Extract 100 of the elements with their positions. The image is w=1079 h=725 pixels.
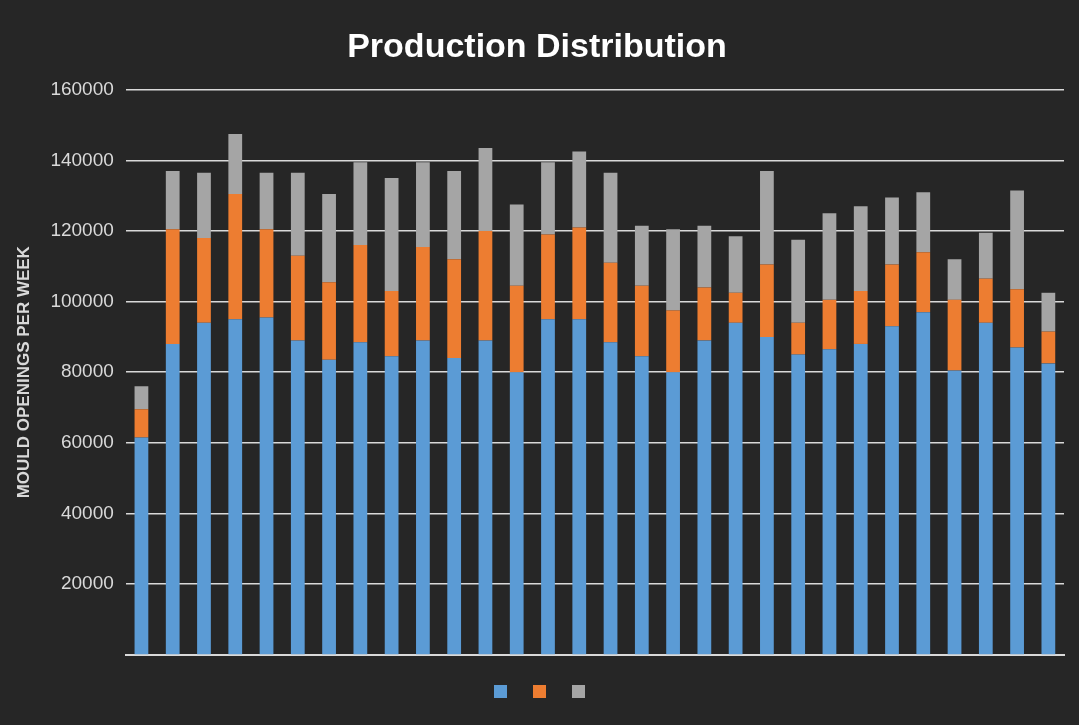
bar: [822, 349, 837, 655]
bar: [603, 262, 618, 343]
bar: [634, 285, 649, 357]
bar: [290, 172, 305, 256]
bar: [509, 372, 524, 655]
bar: [697, 287, 712, 341]
bar: [322, 193, 336, 283]
bar: [384, 178, 399, 292]
y-tick-label: 160000: [50, 78, 114, 100]
bar: [290, 255, 305, 341]
bar: [822, 299, 837, 350]
bar: [572, 319, 587, 655]
bar: [697, 225, 712, 288]
bar: [885, 264, 899, 327]
bar: [916, 312, 931, 655]
bar: [1041, 363, 1056, 655]
bar: [416, 340, 430, 655]
bar: [228, 319, 243, 655]
y-tick-label: 80000: [60, 360, 114, 382]
y-tick-label: 40000: [60, 501, 114, 523]
bar: [1041, 292, 1056, 332]
bar: [728, 292, 743, 323]
bar: [509, 204, 524, 286]
bar: [541, 319, 555, 655]
y-tick-label: 120000: [50, 219, 114, 241]
bar: [384, 291, 399, 357]
bar: [853, 206, 868, 292]
bar: [322, 282, 336, 360]
bar: [259, 172, 274, 230]
bar: [165, 229, 180, 344]
bar: [760, 170, 774, 265]
bar: [1010, 347, 1024, 655]
bar: [447, 358, 462, 655]
bar: [728, 236, 743, 293]
bar: [697, 340, 712, 655]
bar: [165, 343, 180, 655]
y-axis-title: MOULD OPENINGS PER WEEK: [13, 245, 33, 499]
bar: [603, 342, 618, 655]
bar: [416, 246, 430, 341]
bar: [978, 232, 993, 279]
y-tick-label: 140000: [50, 148, 114, 170]
bar: [916, 252, 931, 313]
bar: [541, 234, 555, 320]
bar: [322, 359, 336, 655]
bar: [290, 340, 305, 655]
bar: [259, 317, 274, 655]
bar: [478, 340, 493, 655]
bar: [228, 133, 243, 194]
y-tick-label: 20000: [60, 572, 114, 594]
bar: [947, 370, 962, 655]
bar: [853, 291, 868, 344]
bar: [885, 197, 899, 265]
bar: [509, 285, 524, 373]
bar: [447, 170, 462, 260]
bar: [1010, 190, 1024, 290]
bar: [760, 336, 774, 655]
bar: [760, 264, 774, 337]
bar: [978, 278, 993, 323]
bar: [791, 322, 806, 355]
bar: [634, 356, 649, 655]
bar: [478, 231, 493, 341]
bar: [728, 322, 743, 655]
bar: [885, 326, 899, 655]
bar: [603, 172, 618, 263]
bar: [666, 372, 680, 655]
bar: [947, 299, 962, 371]
bar: [228, 193, 243, 320]
bar: [634, 225, 649, 286]
bar: [1010, 289, 1024, 348]
bar: [822, 213, 837, 300]
bar: [572, 227, 587, 320]
bar: [197, 238, 211, 323]
bar: [134, 386, 149, 410]
bar: [134, 437, 149, 655]
bar: [666, 310, 680, 373]
chart-title: Production Distribution: [347, 25, 727, 64]
bar: [134, 409, 149, 438]
bar: [572, 151, 587, 228]
bar: [259, 229, 274, 318]
bar: [353, 162, 368, 246]
bar: [384, 356, 399, 655]
bar: [447, 259, 462, 359]
bar: [197, 172, 211, 239]
bar: [353, 342, 368, 655]
bar: [978, 322, 993, 655]
bar: [478, 148, 493, 231]
bar: [416, 162, 430, 247]
bar: [197, 322, 211, 655]
bar: [165, 170, 180, 230]
y-tick-label: 60000: [60, 431, 114, 453]
bar: [791, 239, 806, 323]
bar: [353, 245, 368, 343]
bar: [791, 354, 806, 655]
bar: [947, 259, 962, 300]
bar: [541, 162, 555, 235]
bar: [666, 229, 680, 311]
bar: [853, 343, 868, 655]
bar: [916, 192, 931, 253]
bar: [1041, 331, 1056, 364]
y-tick-label: 100000: [50, 289, 114, 311]
